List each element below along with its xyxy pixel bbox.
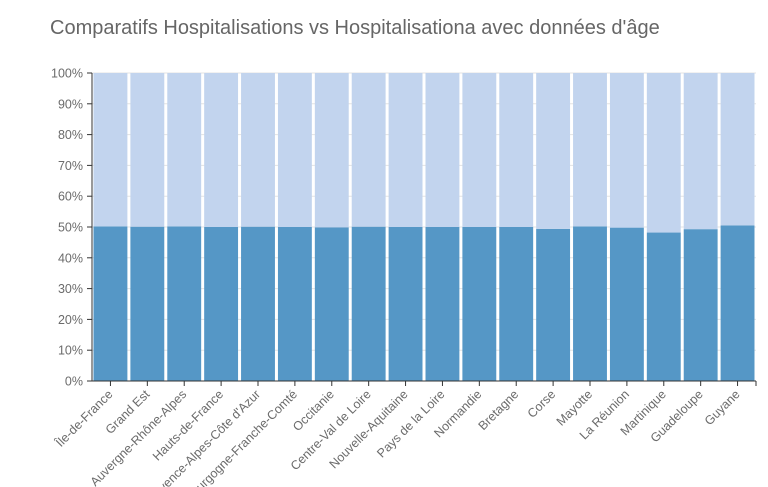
y-tick-label: 50% — [58, 221, 83, 235]
bar-segment-series-1 — [388, 227, 423, 381]
chart-title: Comparatifs Hospitalisations vs Hospital… — [50, 17, 660, 39]
y-tick-label: 20% — [58, 313, 83, 327]
bar-segment-series-2 — [167, 73, 202, 227]
bar-segment-series-1 — [720, 225, 755, 381]
bar-segment-series-2 — [351, 73, 386, 227]
y-tick-label: 0% — [65, 375, 83, 389]
x-category-label: Bretagne — [476, 387, 522, 433]
y-tick-label: 40% — [58, 251, 83, 265]
bar-segment-series-2 — [536, 73, 571, 229]
bar-segment-series-2 — [720, 73, 755, 226]
x-category-label: Île-de-France — [52, 386, 116, 450]
y-tick-label: 60% — [58, 190, 83, 204]
bar-segment-series-2 — [425, 73, 460, 227]
bar-segment-series-1 — [499, 227, 534, 381]
x-category-label: Corse — [525, 387, 559, 421]
y-tick-label: 80% — [58, 128, 83, 142]
y-tick-label: 90% — [58, 97, 83, 111]
bar-segment-series-2 — [314, 73, 349, 228]
bar-segment-series-1 — [573, 226, 607, 381]
bar-segment-series-1 — [277, 227, 312, 381]
bar-segment-series-2 — [573, 73, 607, 227]
y-tick-labels: 0% 10% 20% 30% 40% 50% 60% 70% 80% 90% 100% — [51, 67, 83, 389]
bar-segment-series-1 — [609, 227, 644, 381]
bar-segment-series-1 — [462, 227, 497, 381]
bar-segment-series-2 — [646, 73, 681, 233]
bar-segment-series-2 — [609, 73, 644, 228]
bar-segment-series-2 — [241, 73, 275, 227]
bar-segment-series-2 — [93, 73, 128, 227]
bar-segment-series-1 — [536, 228, 571, 381]
bars — [93, 73, 755, 381]
bar-segment-series-2 — [683, 73, 718, 230]
bar-segment-series-1 — [683, 229, 718, 381]
bar-segment-series-1 — [167, 226, 202, 381]
bar-segment-series-1 — [351, 226, 386, 381]
y-tick-label: 70% — [58, 159, 83, 173]
bar-segment-series-1 — [646, 232, 681, 381]
y-tick-label: 100% — [51, 67, 83, 81]
bar-segment-series-2 — [462, 73, 497, 227]
x-category-label: Guyane — [702, 387, 743, 428]
y-tick-label: 10% — [58, 344, 83, 358]
bar-segment-series-2 — [388, 73, 423, 227]
bar-segment-series-2 — [130, 73, 165, 227]
bar-segment-series-2 — [204, 73, 239, 227]
axes — [87, 72, 757, 386]
bar-segment-series-1 — [130, 226, 165, 381]
bar-segment-series-1 — [314, 227, 349, 381]
bar-segment-series-1 — [241, 226, 275, 381]
bar-segment-series-1 — [425, 227, 460, 381]
bar-segment-series-1 — [93, 226, 128, 381]
y-tick-label: 30% — [58, 282, 83, 296]
bar-segment-series-2 — [499, 73, 534, 227]
bar-segment-series-1 — [204, 227, 239, 381]
bar-segment-series-2 — [277, 73, 312, 227]
